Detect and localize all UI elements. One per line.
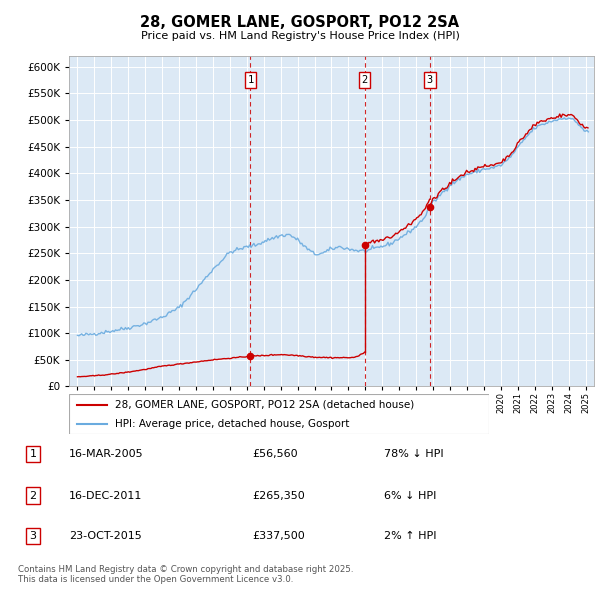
Text: 2: 2 — [362, 75, 368, 85]
FancyBboxPatch shape — [69, 394, 489, 434]
Text: 28, GOMER LANE, GOSPORT, PO12 2SA (detached house): 28, GOMER LANE, GOSPORT, PO12 2SA (detac… — [115, 400, 415, 410]
Text: 23-OCT-2015: 23-OCT-2015 — [69, 531, 142, 540]
Text: 2: 2 — [29, 491, 37, 500]
Text: £265,350: £265,350 — [252, 491, 305, 500]
Text: HPI: Average price, detached house, Gosport: HPI: Average price, detached house, Gosp… — [115, 419, 350, 428]
Text: Price paid vs. HM Land Registry's House Price Index (HPI): Price paid vs. HM Land Registry's House … — [140, 31, 460, 41]
Text: 3: 3 — [427, 75, 433, 85]
Text: Contains HM Land Registry data © Crown copyright and database right 2025.
This d: Contains HM Land Registry data © Crown c… — [18, 565, 353, 584]
Text: 6% ↓ HPI: 6% ↓ HPI — [384, 491, 436, 500]
Text: 16-MAR-2005: 16-MAR-2005 — [69, 450, 143, 459]
Text: 16-DEC-2011: 16-DEC-2011 — [69, 491, 142, 500]
Text: 1: 1 — [29, 450, 37, 459]
Text: 1: 1 — [247, 75, 254, 85]
Text: £56,560: £56,560 — [252, 450, 298, 459]
Text: 78% ↓ HPI: 78% ↓ HPI — [384, 450, 443, 459]
Text: £337,500: £337,500 — [252, 531, 305, 540]
Text: 3: 3 — [29, 531, 37, 540]
Text: 2% ↑ HPI: 2% ↑ HPI — [384, 531, 437, 540]
Text: 28, GOMER LANE, GOSPORT, PO12 2SA: 28, GOMER LANE, GOSPORT, PO12 2SA — [140, 15, 460, 30]
